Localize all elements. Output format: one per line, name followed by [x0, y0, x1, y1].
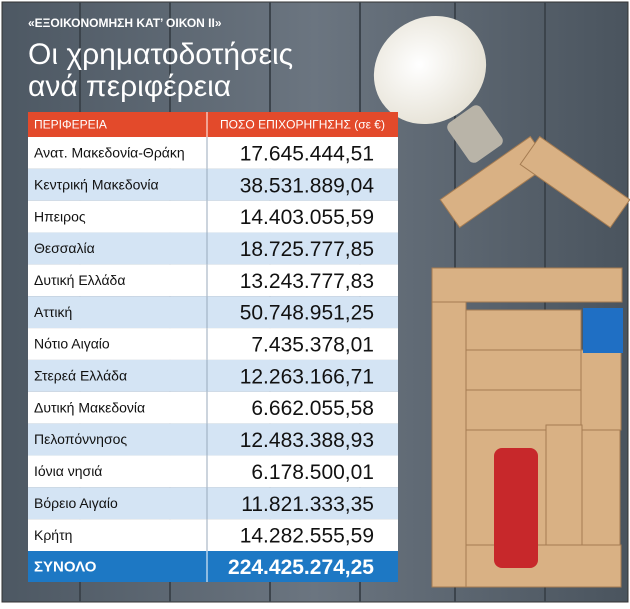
table-row — [28, 423, 398, 456]
amount: 14.282.555,59 — [240, 525, 374, 548]
region-name: Αττική — [34, 304, 72, 320]
table-row — [28, 391, 398, 424]
table-row — [28, 232, 398, 265]
amount: 6.178.500,01 — [251, 461, 374, 484]
table-row — [28, 455, 398, 488]
table-row — [28, 296, 398, 329]
region-name: Ανατ. Μακεδονία-Θράκη — [34, 145, 185, 161]
total-label: ΣΥΝΟΛΟ — [34, 558, 97, 575]
amount: 17.645.444,51 — [240, 142, 374, 165]
column-header: ΠΕΡΙΦΕΡΕΙΑ — [34, 118, 107, 132]
table-row — [28, 200, 398, 233]
blue-block — [583, 308, 623, 353]
region-name: Κεντρική Μακεδονία — [34, 176, 159, 192]
region-name: Βόρειο Αιγαίο — [34, 495, 118, 511]
amount: 11.821.333,35 — [241, 493, 374, 516]
region-name: Δυτική Ελλάδα — [34, 272, 125, 288]
region-name: Στερεά Ελλάδα — [34, 368, 127, 384]
amount: 50.748.951,25 — [240, 302, 374, 325]
kicker: «ΕΞΟΙΚΟΝΟΜΗΣΗ ΚΑΤ’ ΟΙΚΟΝ ΙΙ» — [28, 16, 222, 30]
region-name: Νότιο Αιγαίο — [34, 336, 110, 352]
region-name: Πελοπόννησος — [34, 431, 127, 447]
lightbulb — [373, 15, 503, 163]
amount: 7.435.378,01 — [251, 334, 374, 357]
red-block — [494, 448, 538, 568]
table-row — [28, 168, 398, 201]
amount: 18.725.777,85 — [240, 238, 374, 261]
table-row — [28, 359, 398, 392]
region-name: Ιόνια νησιά — [34, 463, 102, 479]
amount: 13.243.777,83 — [240, 270, 374, 293]
title-line: ανά περιφέρεια — [28, 70, 231, 103]
region-name: Δυτική Μακεδονία — [34, 399, 145, 415]
total-amount: 224.425.274,25 — [228, 556, 374, 579]
amount: 12.483.388,93 — [240, 429, 374, 452]
region-name: Ηπειρος — [34, 208, 86, 224]
region-name: Κρήτη — [34, 527, 72, 543]
table-row — [28, 519, 398, 551]
title-line: Οι χρηματοδοτήσεις — [28, 38, 293, 71]
region-name: Θεσσαλία — [34, 240, 95, 256]
amount: 12.263.166,71 — [240, 365, 374, 388]
table-row — [28, 328, 398, 360]
header-row — [28, 112, 398, 137]
table: ΠΕΡΙΦΕΡΕΙΑ ΠΟΣΟ ΕΠΙΧΟΡΗΓΗΣΗΣ (σε €) Ανατ. … — [28, 112, 398, 582]
table-row — [28, 137, 398, 169]
amount: 14.403.055,59 — [240, 206, 374, 229]
table-row — [28, 264, 398, 297]
table-row — [28, 487, 398, 520]
amount: 38.531.889,04 — [240, 174, 375, 197]
total-row — [28, 551, 398, 582]
amount: 6.662.055,58 — [251, 397, 374, 420]
column-header: ΠΟΣΟ ΕΠΙΧΟΡΗΓΗΣΗΣ (σε €) — [220, 118, 385, 132]
